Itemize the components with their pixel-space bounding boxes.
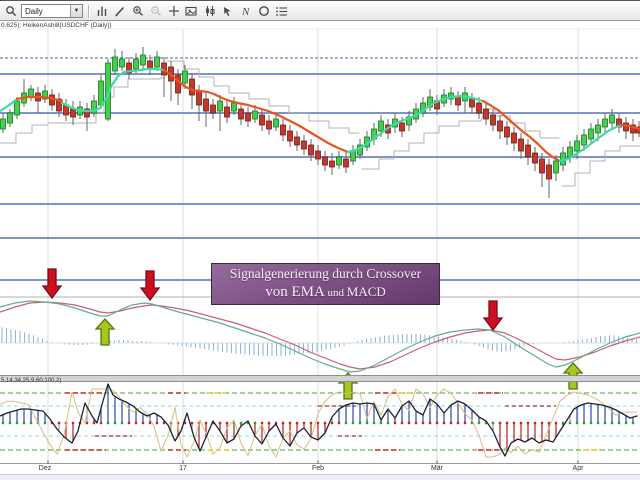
panel-separator[interactable] <box>0 375 640 382</box>
annotation-line2-part: und <box>324 287 347 300</box>
snapshot-icon[interactable] <box>184 4 199 18</box>
annotation-box: Signalgenerierung durch Crossover von EM… <box>211 263 440 305</box>
annotation-line2-part: von EMA <box>265 284 325 301</box>
timeframe-select[interactable]: Daily ▼ <box>21 4 83 18</box>
toolbar-separator <box>88 4 89 18</box>
axis-tick-label: Feb <box>311 465 325 472</box>
pointer-icon[interactable] <box>220 4 235 18</box>
zoom-out-icon[interactable] <box>148 4 163 18</box>
axis-tick-label: Dez <box>38 465 52 472</box>
crosshair-icon[interactable] <box>166 4 181 18</box>
main-toolbar: Daily ▼ N <box>0 2 640 21</box>
bars-icon[interactable] <box>94 4 109 18</box>
candles-icon[interactable] <box>202 4 217 18</box>
pencil-icon[interactable] <box>112 4 127 18</box>
zoom-in-icon[interactable] <box>130 4 145 18</box>
svg-text:N: N <box>241 6 250 17</box>
axis-tick-label: 17 <box>179 465 187 472</box>
bottom-strip <box>0 474 640 480</box>
timeframe-value: Daily <box>25 6 43 16</box>
annotation-line1: Signalgenerierung durch Crossover <box>229 266 422 282</box>
chevron-down-icon[interactable]: ▼ <box>70 5 82 17</box>
ellipse-icon[interactable] <box>256 4 271 18</box>
search-icon[interactable] <box>3 4 18 18</box>
chart-title: 0.625); HeikenAshi8(USDCHF (Daily)) <box>1 22 112 29</box>
indicator-list-icon[interactable] <box>274 4 289 18</box>
annotation-line2: von EMA und MACD <box>212 283 439 302</box>
oscillator-parameters-label: 5,14,34,25,9,60,100,2) <box>1 378 62 384</box>
axis-tick-label: Mär <box>430 465 444 472</box>
annotation-line2-part: MACD <box>346 284 386 300</box>
axis-tick-label: Apr <box>572 465 584 472</box>
text-icon[interactable]: N <box>238 4 253 18</box>
